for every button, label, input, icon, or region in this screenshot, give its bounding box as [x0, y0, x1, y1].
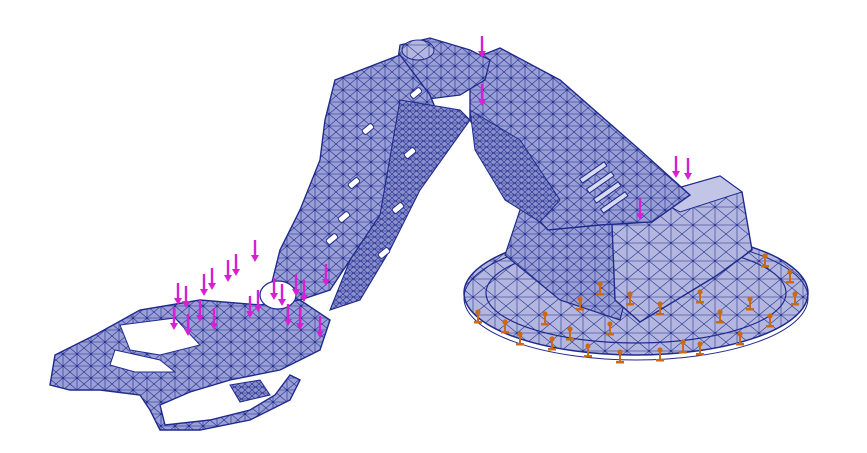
loads-group [170, 36, 692, 338]
downward-arrow-icon [284, 304, 292, 326]
forearm-cutouts [325, 87, 423, 259]
downward-arrow-icon [196, 300, 204, 322]
fixed-geometry-icon [716, 309, 724, 324]
fixed-geometry-icon [541, 311, 549, 326]
fixed-geometry-icon [474, 309, 482, 324]
fixed-geometry-icon [656, 301, 664, 316]
fixed-geometry-icon [786, 269, 794, 284]
downward-arrow-icon [316, 316, 324, 338]
downward-arrow-icon [296, 308, 304, 330]
fixtures-group [474, 253, 799, 364]
downward-arrow-icon [322, 264, 330, 286]
downward-arrow-icon [270, 278, 278, 300]
downward-arrow-icon [182, 286, 190, 308]
downward-arrow-icon [174, 283, 182, 305]
fixed-geometry-icon [616, 349, 624, 364]
downward-arrow-icon [200, 274, 208, 296]
fixed-geometry-icon [548, 336, 556, 351]
fixed-geometry-icon [626, 291, 634, 306]
downward-arrow-icon [672, 156, 680, 178]
downward-arrow-icon [684, 158, 692, 180]
fixed-geometry-icon [766, 313, 774, 328]
downward-arrow-icon [232, 254, 240, 276]
downward-arrow-icon [251, 240, 259, 262]
fixed-geometry-icon [696, 289, 704, 304]
fixed-geometry-icon [576, 296, 584, 311]
fixed-geometry-icon [761, 253, 769, 268]
downward-arrow-icon [210, 308, 218, 330]
fixed-geometry-icon [656, 347, 664, 362]
downward-arrow-icon [292, 274, 300, 296]
downward-arrow-icon [636, 198, 644, 220]
fixed-geometry-icon [516, 331, 524, 346]
downward-arrow-icon [224, 260, 232, 282]
downward-arrow-icon [208, 268, 216, 290]
fixed-geometry-icon [596, 281, 604, 296]
fixed-geometry-icon [501, 319, 509, 334]
fixed-geometry-icon [606, 321, 614, 336]
downward-arrow-icon [300, 280, 308, 302]
fixed-geometry-icon [584, 343, 592, 358]
downward-arrow-icon [478, 84, 486, 106]
fixed-geometry-icon [566, 326, 574, 341]
fixed-geometry-icon [736, 331, 744, 346]
downward-arrow-icon [254, 290, 262, 312]
downward-arrow-icon [184, 314, 192, 336]
downward-arrow-icon [478, 36, 486, 58]
fixed-geometry-icon [791, 291, 799, 306]
forearm-link [269, 54, 471, 311]
downward-arrow-icon [278, 284, 286, 306]
downward-arrow-icon [246, 296, 254, 318]
downward-arrow-icon [170, 308, 178, 330]
fixed-geometry-icon [746, 296, 754, 311]
fixed-geometry-icon [696, 341, 704, 356]
upper-arm-slots [578, 161, 629, 214]
claw-gripper [49, 280, 331, 431]
upper-arm-link [469, 47, 692, 231]
fixed-geometry-icon [679, 339, 687, 354]
